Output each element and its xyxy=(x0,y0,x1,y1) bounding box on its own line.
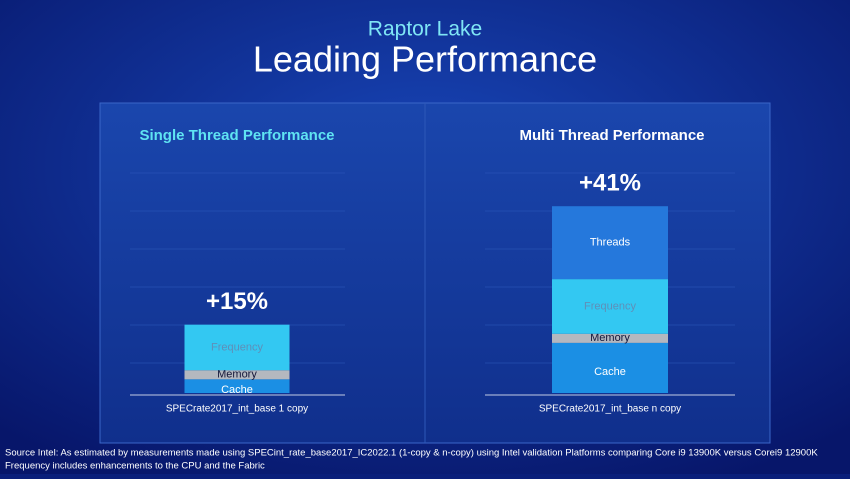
segment-label: Cache xyxy=(221,384,253,396)
bar-segment xyxy=(552,342,668,393)
footnote: Source Intel: As estimated by measuremen… xyxy=(5,448,818,459)
segment-label: Cache xyxy=(594,366,626,378)
segment-label: Memory xyxy=(217,369,257,381)
subtitle: Raptor Lake xyxy=(368,18,482,41)
bar-segment xyxy=(552,333,668,343)
bar-segment xyxy=(184,370,290,380)
segment-label: Frequency xyxy=(211,341,263,353)
bar-segment xyxy=(552,279,668,334)
x-tick-label: SPECrate2017_int_base n copy xyxy=(539,404,681,415)
chart-title: Multi Thread Performance xyxy=(519,127,704,144)
total-label: +41% xyxy=(579,170,641,197)
title: Leading Performance xyxy=(253,39,597,80)
chart-title: Single Thread Performance xyxy=(139,127,334,144)
footnote: Frequency includes enhancements to the C… xyxy=(5,461,265,472)
bar-segment xyxy=(552,206,668,280)
bar-segment xyxy=(184,324,290,371)
total-label: +15% xyxy=(206,288,268,315)
segment-label: Memory xyxy=(590,332,630,344)
segment-label: Frequency xyxy=(584,300,636,312)
segment-label: Threads xyxy=(590,237,631,249)
x-tick-label: SPECrate2017_int_base 1 copy xyxy=(166,404,308,415)
bar-segment xyxy=(184,379,290,393)
